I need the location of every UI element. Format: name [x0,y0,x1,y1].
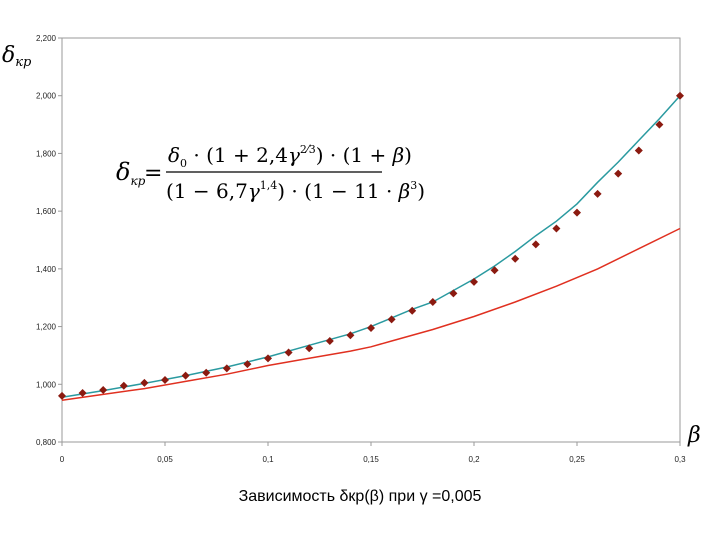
series-line-0 [61,95,681,399]
data-point-marker [305,344,314,353]
y-axis-label-subscript: кр [15,55,32,70]
data-point-marker [655,120,664,129]
data-point-marker [408,306,417,315]
y-axis-label: δкр [2,43,32,70]
y-tick-label: 1,400 [36,265,57,274]
data-point-marker [449,289,458,298]
x-tick-label: 0,25 [569,455,585,464]
y-tick-label: 1,200 [36,323,57,332]
y-tick-label: 2,000 [36,92,57,101]
y-tick-label: 1,800 [36,149,57,158]
data-point-marker [58,391,66,400]
series-line-1 [61,227,681,401]
data-point-marker [573,208,581,217]
data-point-marker [387,315,396,324]
data-point-marker [222,364,231,373]
data-point-marker [428,298,437,307]
data-point-marker [367,324,375,333]
chart-caption: Зависимость δкр(β) при γ =0,005 [238,488,482,505]
x-tick-label: 0,3 [674,455,686,464]
formula: δкр = δ0 · (1 + 2,4γ2⁄3) · (1 + β) (1 − … [110,126,425,216]
data-point-marker [202,368,211,377]
data-point-marker [552,224,561,233]
y-tick-label: 1,600 [36,207,57,216]
data-point-marker [346,331,355,340]
y-tick-label: 2,200 [36,34,57,43]
data-point-marker [119,381,128,390]
data-point-marker [531,240,540,249]
data-point-marker [161,375,169,384]
data-point-marker [490,266,499,275]
data-point-marker [593,189,602,198]
x-tick-label: 0,2 [468,455,480,464]
data-point-marker [78,388,87,397]
data-point-marker [614,169,623,178]
y-axis-ticks: 0,800 1,000 1,200 1,400 1,600 1,800 2,000 2,200 [36,34,62,447]
series-lines [61,95,681,401]
formula-denominator: (1 − 6,7γ1,4) · (1 − 11 · β3) [166,179,425,203]
data-point-marker [140,378,149,387]
data-point-marker [634,146,643,155]
data-point-marker [676,91,684,100]
data-point-marker [325,337,334,345]
series-markers [58,91,684,400]
data-point-marker [264,354,272,363]
x-tick-label: 0 [60,455,65,464]
x-tick-label: 0,15 [363,455,379,464]
y-tick-label: 1,000 [36,380,57,389]
y-tick-label: 0,800 [36,438,57,447]
x-tick-label: 0,1 [262,455,274,464]
plot-area [61,37,681,443]
x-axis-label: β [687,423,701,448]
formula-equals: = [144,161,162,186]
data-point-marker [470,277,478,286]
formula-background [110,126,385,216]
data-point-marker [284,348,293,357]
data-point-marker [243,360,252,369]
x-axis-ticks: 0 0,05 0,1 0,15 0,2 0,25 0,3 [60,442,686,464]
formula-numerator: δ0 · (1 + 2,4γ2⁄3) · (1 + β) [168,143,412,170]
data-point-marker [181,371,190,380]
x-tick-label: 0,05 [157,455,173,464]
data-point-marker [511,254,520,263]
data-point-marker [99,386,108,395]
